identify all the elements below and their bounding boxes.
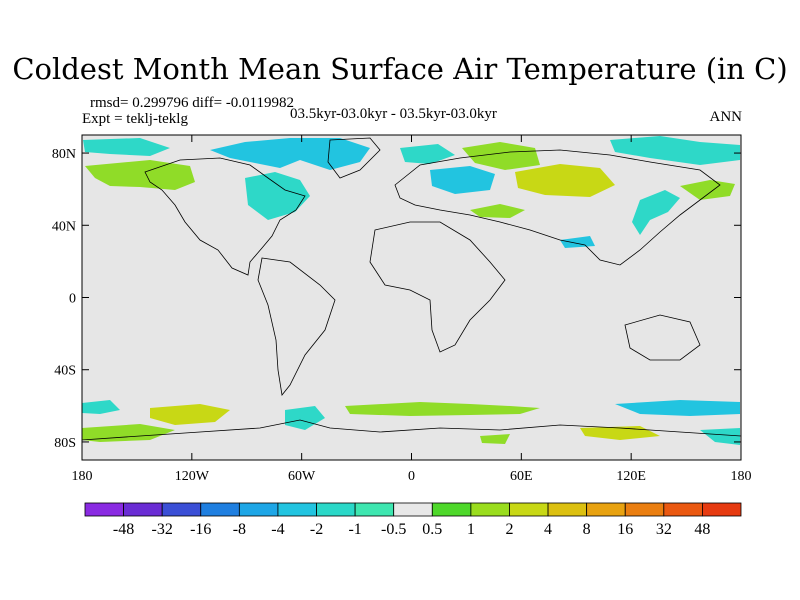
coastline-north-america bbox=[144, 157, 306, 276]
anomaly-patch bbox=[245, 172, 310, 220]
colorbar-swatch bbox=[393, 502, 433, 517]
anomaly-patch bbox=[515, 164, 615, 197]
colorbar-swatch bbox=[702, 502, 742, 517]
lon-label: 60W bbox=[288, 469, 316, 484]
anomaly-patch bbox=[615, 400, 740, 416]
anomaly-patch bbox=[82, 424, 175, 442]
colorbar-swatch bbox=[200, 502, 240, 517]
colorbar-swatch bbox=[316, 502, 356, 517]
chart-title: Coldest Month Mean Surface Air Temperatu… bbox=[12, 52, 788, 86]
anomaly-patch bbox=[85, 160, 195, 190]
stats-line: rmsd= 0.299796 diff= -0.0119982 bbox=[90, 95, 294, 112]
coastline-africa bbox=[369, 221, 506, 353]
anomaly-patch bbox=[150, 404, 230, 425]
lat-label: 40N bbox=[52, 219, 76, 234]
coastline-greenland bbox=[327, 137, 381, 179]
colorbar-label: 0.5 bbox=[422, 521, 442, 538]
colorbar-label: 48 bbox=[694, 521, 710, 538]
colorbar-swatch bbox=[161, 502, 202, 517]
lon-label: 120E bbox=[616, 469, 646, 484]
anomaly-patch bbox=[700, 428, 740, 445]
anomaly-patch bbox=[560, 236, 595, 248]
experiment-label: Expt = teklj-teklg bbox=[82, 111, 188, 127]
anomaly-patch bbox=[210, 138, 370, 170]
colorbar-label: -8 bbox=[233, 521, 246, 538]
colorbar-label: 32 bbox=[656, 521, 672, 538]
anomaly-patch bbox=[680, 180, 735, 200]
coastline-antarctica bbox=[81, 419, 742, 441]
coastline-eurasia bbox=[394, 149, 721, 266]
colorbar-swatch bbox=[277, 502, 317, 517]
colorbar-label: -4 bbox=[271, 521, 284, 538]
lat-label: 80N bbox=[52, 147, 76, 162]
colorbar-swatch bbox=[123, 502, 163, 517]
lon-label: 180 bbox=[731, 469, 752, 484]
colorbar-swatch bbox=[84, 502, 124, 517]
period-label: 03.5kyr-03.0kyr - 03.5kyr-03.0kyr bbox=[290, 106, 497, 122]
lon-label: 180 bbox=[72, 469, 93, 484]
lon-label: 120W bbox=[175, 469, 210, 484]
lat-label: 0 bbox=[69, 292, 76, 307]
colorbar-label: 1 bbox=[467, 521, 475, 538]
colorbar-label: -0.5 bbox=[381, 521, 406, 538]
anomaly-patch bbox=[430, 166, 495, 194]
coastline-australia bbox=[624, 314, 701, 361]
colorbar-label: 8 bbox=[583, 521, 591, 538]
lon-label: 0 bbox=[408, 469, 415, 484]
colorbar-swatch bbox=[547, 502, 588, 517]
latitude-labels: 80N 40N 0 40S 80S bbox=[52, 147, 76, 451]
anomaly-patch bbox=[82, 400, 120, 414]
colorbar-swatch bbox=[238, 502, 279, 517]
lat-label: 80S bbox=[54, 436, 76, 451]
anomaly-patch bbox=[83, 138, 170, 156]
colorbar-label: 2 bbox=[505, 521, 513, 538]
colorbar-label: 4 bbox=[544, 521, 552, 538]
season-label: ANN bbox=[709, 109, 743, 125]
colorbar-swatch bbox=[470, 502, 510, 517]
colorbar-label: -1 bbox=[348, 521, 361, 538]
colorbar-label: 16 bbox=[617, 521, 633, 538]
colorbar-label: -2 bbox=[310, 521, 323, 538]
rmsd-value: rmsd= 0.299796 bbox=[90, 95, 189, 111]
anomaly-field bbox=[82, 136, 740, 445]
coastline-south-america bbox=[257, 257, 336, 396]
anomaly-patch bbox=[400, 144, 455, 164]
colorbar-swatch bbox=[663, 502, 703, 517]
colorbar-swatch bbox=[431, 502, 472, 517]
anomaly-patch bbox=[610, 136, 740, 165]
colorbar-swatch bbox=[354, 502, 395, 517]
lat-label: 40S bbox=[54, 364, 76, 379]
anomaly-patch bbox=[345, 402, 540, 416]
anomaly-patch bbox=[632, 190, 680, 235]
colorbar-label: -48 bbox=[113, 521, 134, 538]
anomaly-patch bbox=[462, 142, 540, 170]
colorbar-swatch bbox=[509, 502, 549, 517]
colorbar-swatch bbox=[624, 502, 665, 517]
axis-ticks bbox=[81, 135, 742, 460]
coastlines bbox=[81, 137, 742, 441]
colorbar-swatch bbox=[586, 502, 626, 517]
colorbar-label: -16 bbox=[190, 521, 211, 538]
colorbar-labels: -48 -32 -16 -8 -4 -2 -1 -0.5 0.5 1 2 4 8 16 32 48 bbox=[113, 521, 710, 538]
anomaly-patch bbox=[480, 434, 510, 444]
longitude-labels: 180 120W 60W 0 60E 120E 180 bbox=[72, 469, 752, 484]
lon-label: 60E bbox=[510, 469, 533, 484]
colorbar bbox=[84, 502, 742, 517]
anomaly-patch bbox=[470, 204, 525, 218]
colorbar-label: -32 bbox=[152, 521, 173, 538]
diff-value: diff= -0.0119982 bbox=[192, 95, 295, 111]
